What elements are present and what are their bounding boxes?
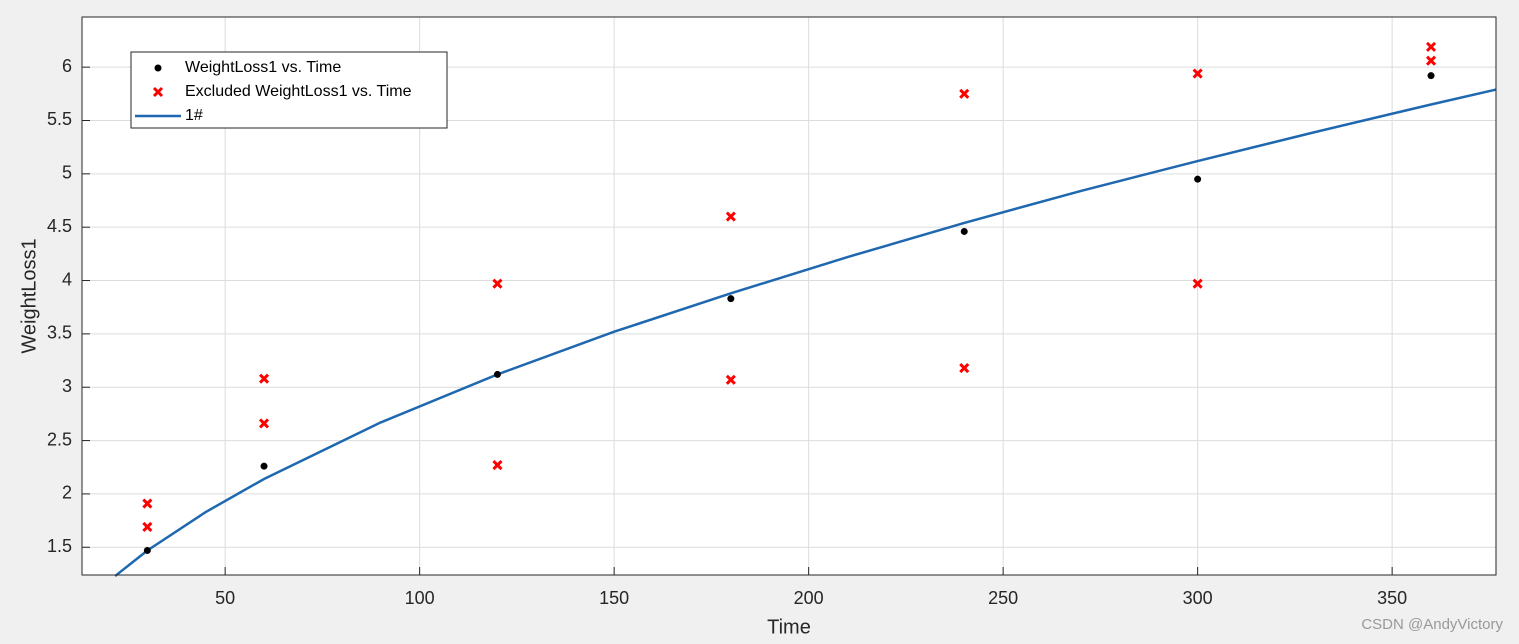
- y-tick-label: 5: [62, 163, 72, 183]
- y-tick-label: 1.5: [47, 536, 72, 556]
- x-marker: [725, 211, 736, 222]
- y-tick-label: 4: [62, 269, 72, 289]
- data-point: [960, 227, 968, 235]
- x-marker: [152, 86, 164, 98]
- legend: WeightLoss1 vs. Time Excluded WeightLoss1…: [130, 51, 448, 129]
- data-point: [727, 295, 735, 303]
- y-tick-label: 2: [62, 483, 72, 503]
- data-point: [1194, 175, 1202, 183]
- legend-label: WeightLoss1 vs. Time: [185, 59, 341, 76]
- legend-label: Excluded WeightLoss1 vs. Time: [185, 83, 412, 100]
- x-tick-label: 100: [405, 588, 435, 608]
- x-tick-label: 250: [988, 588, 1018, 608]
- fit-line: [114, 88, 1497, 578]
- data: [114, 41, 1497, 578]
- legend-box: [130, 51, 448, 129]
- y-tick-label: 4.5: [47, 216, 72, 236]
- x-marker: [492, 460, 503, 471]
- y-tick-label: 3: [62, 376, 72, 396]
- x-marker: [959, 88, 970, 99]
- x-tick-label: 200: [794, 588, 824, 608]
- data-point: [260, 462, 268, 470]
- x-marker: [1425, 41, 1437, 52]
- data-point: [143, 546, 151, 554]
- x-marker: [1192, 68, 1203, 79]
- y-tick-label: 3.5: [47, 323, 72, 343]
- x-marker: [492, 278, 503, 289]
- y-tick-label: 2.5: [47, 429, 72, 449]
- x-marker: [142, 521, 153, 533]
- x-tick-label: 50: [215, 588, 235, 608]
- x-tick-label: 350: [1377, 588, 1407, 608]
- x-marker: [1425, 55, 1437, 66]
- grid: [82, 17, 1496, 575]
- x-tick-label: 150: [599, 588, 629, 608]
- legend-marker: [154, 64, 162, 72]
- x-tick-label: 300: [1183, 588, 1213, 608]
- y-axis-label: WeightLoss1: [18, 238, 40, 353]
- legend-label: 1#: [185, 107, 203, 124]
- y-tick-label: 6: [62, 56, 72, 76]
- x-marker: [725, 374, 736, 385]
- data-point: [1427, 72, 1435, 80]
- watermark: CSDN @AndyVictory: [1361, 616, 1503, 633]
- x-marker: [959, 362, 970, 374]
- x-axis-label: Time: [767, 616, 811, 638]
- x-marker: [1192, 278, 1203, 289]
- axes-box: [81, 16, 1497, 576]
- data-point: [493, 370, 501, 378]
- y-tick-label: 5.5: [47, 109, 72, 129]
- x-marker: [258, 418, 270, 429]
- x-marker: [142, 498, 153, 509]
- x-marker: [258, 373, 270, 384]
